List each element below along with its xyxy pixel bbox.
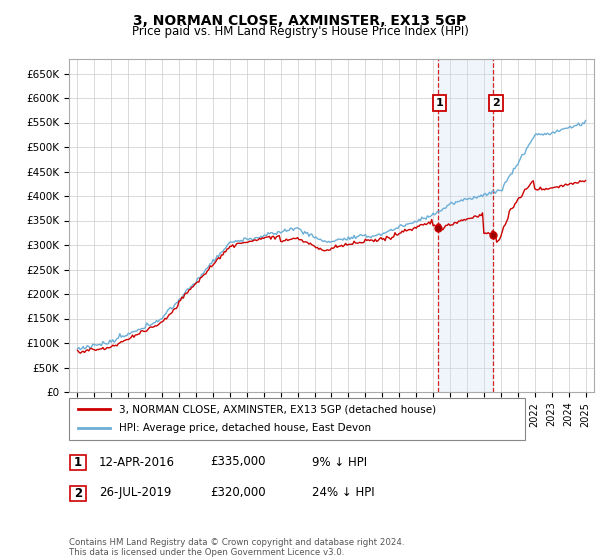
Text: 1: 1 — [436, 98, 443, 108]
Text: 26-JUL-2019: 26-JUL-2019 — [99, 486, 172, 500]
Text: 24% ↓ HPI: 24% ↓ HPI — [312, 486, 374, 500]
Text: 3, NORMAN CLOSE, AXMINSTER, EX13 5GP (detached house): 3, NORMAN CLOSE, AXMINSTER, EX13 5GP (de… — [119, 404, 436, 414]
FancyBboxPatch shape — [70, 455, 86, 470]
Bar — [438, 59, 493, 392]
FancyBboxPatch shape — [70, 486, 86, 501]
Text: HPI: Average price, detached house, East Devon: HPI: Average price, detached house, East… — [119, 423, 371, 433]
Text: £320,000: £320,000 — [210, 486, 266, 500]
Text: Contains HM Land Registry data © Crown copyright and database right 2024.
This d: Contains HM Land Registry data © Crown c… — [69, 538, 404, 557]
Text: Price paid vs. HM Land Registry's House Price Index (HPI): Price paid vs. HM Land Registry's House … — [131, 25, 469, 38]
Text: 12-APR-2016: 12-APR-2016 — [99, 455, 175, 469]
Text: 2: 2 — [74, 487, 82, 500]
FancyBboxPatch shape — [69, 398, 525, 440]
Text: £335,000: £335,000 — [210, 455, 265, 469]
Text: 9% ↓ HPI: 9% ↓ HPI — [312, 455, 367, 469]
Text: 1: 1 — [74, 456, 82, 469]
Text: 3, NORMAN CLOSE, AXMINSTER, EX13 5GP: 3, NORMAN CLOSE, AXMINSTER, EX13 5GP — [133, 14, 467, 28]
Text: 2: 2 — [492, 98, 500, 108]
